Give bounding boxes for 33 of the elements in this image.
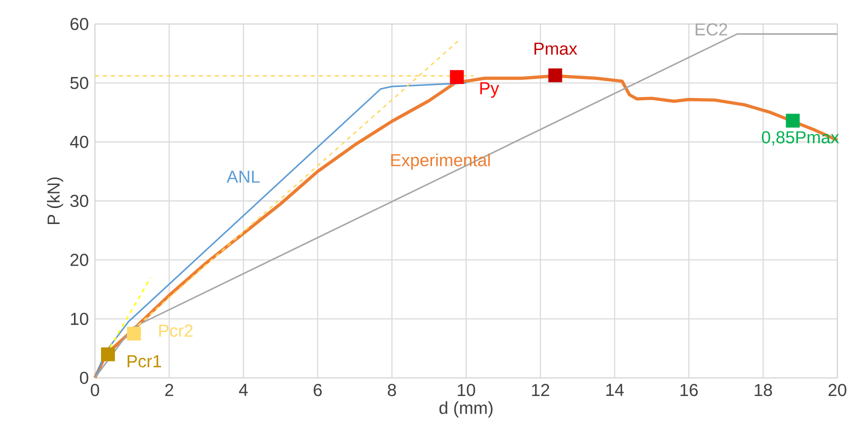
series-label: Pcr1: [128, 355, 162, 368]
y-tick-label: 40: [70, 136, 88, 148]
series-label: Pmax: [534, 42, 578, 55]
x-tick-label: 6: [314, 384, 322, 396]
x-tick-label: 10: [458, 384, 476, 396]
point: [101, 347, 115, 362]
x-tick-label: 18: [754, 384, 772, 396]
x-tick-label: 14: [606, 384, 624, 396]
point: [127, 326, 141, 341]
y-tick-label: 20: [70, 254, 88, 266]
series-label: ANL: [226, 170, 260, 183]
y-tick-label: 10: [70, 312, 88, 326]
x-tick-label: 20: [828, 384, 846, 396]
x-tick-label: 4: [239, 384, 248, 396]
series-label: Py: [480, 82, 500, 98]
y-tick-label: 30: [70, 194, 88, 208]
y-axis-title: P (kN): [47, 178, 64, 224]
y-tick-label: 50: [70, 76, 88, 90]
x-tick-label: 2: [165, 384, 174, 396]
x-tick-label: 8: [388, 384, 396, 396]
point: [548, 68, 562, 82]
x-axis-title: d (mm): [439, 401, 492, 418]
x-tick-label: 12: [532, 384, 550, 396]
x-tick-label: 0: [90, 384, 100, 396]
y-tick-label: 60: [70, 18, 88, 30]
y-tick-label: 0: [80, 372, 88, 384]
series-label: Pcr2: [159, 324, 193, 337]
series-label: 0,85Pmax: [762, 131, 840, 146]
point: [786, 114, 800, 128]
x-tick-label: 16: [680, 384, 698, 396]
point: [450, 70, 464, 84]
series-label: Experimental: [391, 154, 490, 170]
series-label: EC2: [696, 23, 728, 36]
